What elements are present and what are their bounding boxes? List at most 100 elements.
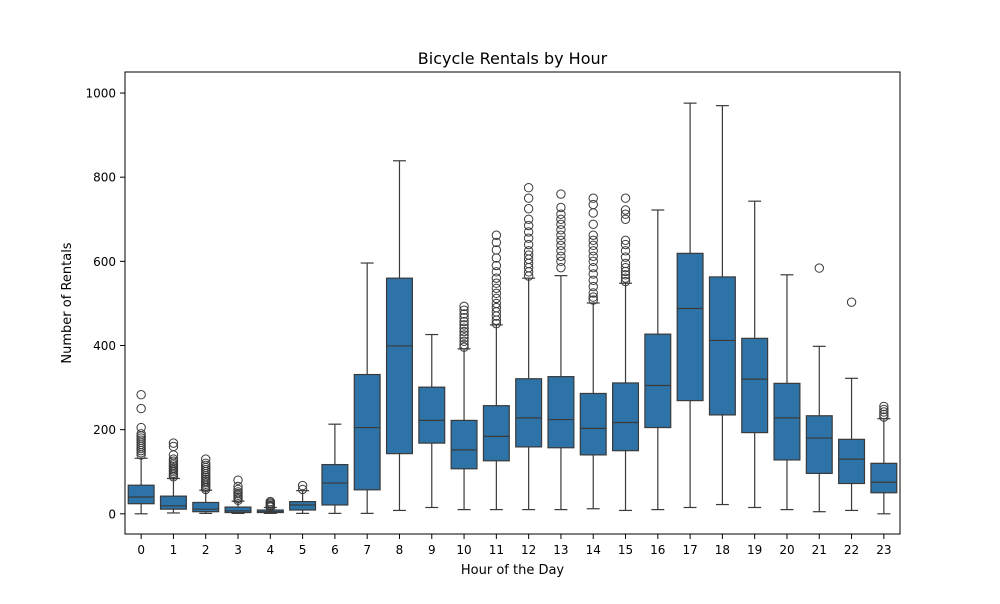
- x-tick-label: 3: [234, 543, 242, 557]
- outlier-point: [523, 193, 534, 203]
- outlier-point: [523, 239, 534, 250]
- outlier-point: [588, 256, 598, 267]
- iqr-box: [321, 463, 349, 506]
- box-group-hour-20: [773, 274, 801, 511]
- outlier-point: [491, 278, 502, 288]
- outlier-point: [556, 251, 566, 261]
- box-group-hour-13: [547, 189, 575, 511]
- outlier-point: [588, 281, 598, 292]
- box-group-hour-16: [644, 209, 672, 511]
- x-tick-label: 15: [618, 543, 633, 557]
- x-tick-label: 2: [202, 543, 210, 557]
- outlier-point: [168, 441, 179, 452]
- outlier-point: [459, 326, 469, 337]
- plot-area-frame: [124, 71, 901, 535]
- box-group-hour-0: [127, 390, 155, 515]
- iqr-box: [482, 405, 510, 462]
- outlier-point: [491, 237, 502, 248]
- outlier-point: [620, 205, 631, 215]
- outlier-point: [491, 230, 502, 240]
- iqr-box: [805, 415, 833, 475]
- outlier-point: [136, 429, 146, 439]
- iqr-box: [644, 333, 672, 429]
- box-group-hour-12: [515, 183, 543, 511]
- outlier-point: [620, 276, 631, 287]
- outlier-point: [620, 246, 631, 256]
- y-tick-label: 800: [93, 171, 116, 185]
- outlier-point: [588, 292, 598, 302]
- outlier-point: [588, 275, 598, 285]
- outlier-point: [523, 220, 534, 231]
- outlier-point: [556, 262, 566, 273]
- iqr-box: [870, 462, 898, 494]
- x-tick-label: 5: [299, 543, 307, 557]
- outlier-point: [297, 480, 308, 491]
- outlier-point: [588, 295, 598, 305]
- y-tick-label: 400: [93, 339, 116, 353]
- outlier-point: [620, 252, 631, 262]
- box-group-hour-6: [321, 423, 349, 514]
- outlier-point: [620, 239, 631, 250]
- outlier-point: [136, 403, 146, 414]
- outlier-point: [556, 256, 566, 267]
- outlier-point: [588, 269, 598, 279]
- outlier-point: [136, 390, 146, 400]
- outlier-point: [588, 193, 598, 203]
- outlier-point: [523, 246, 534, 256]
- outlier-point: [556, 209, 566, 219]
- x-tick-label: 21: [812, 543, 827, 557]
- y-tick-label: 600: [93, 255, 116, 269]
- iqr-box: [385, 277, 413, 455]
- outlier-point: [588, 288, 598, 298]
- box-group-hour-18: [708, 105, 736, 506]
- outlier-point: [136, 422, 146, 433]
- outlier-point: [459, 330, 469, 340]
- outlier-point: [556, 230, 566, 240]
- outlier-point: [588, 246, 598, 256]
- outlier-point: [556, 219, 566, 230]
- box-group-hour-14: [579, 193, 607, 510]
- outlier-point: [491, 302, 502, 313]
- box-group-hour-4: [256, 496, 284, 514]
- outlier-point: [814, 263, 824, 273]
- outlier-point: [459, 305, 469, 315]
- iqr-box: [159, 495, 187, 510]
- box-group-hour-21: [805, 263, 833, 513]
- outlier-point: [233, 481, 243, 492]
- x-tick-label: 18: [715, 543, 730, 557]
- outlier-point: [459, 323, 469, 333]
- outlier-point: [233, 475, 243, 485]
- outlier-point: [491, 298, 502, 309]
- outlier-point: [491, 267, 502, 277]
- iqr-box: [289, 501, 317, 511]
- outlier-point: [265, 496, 276, 507]
- outlier-point: [523, 204, 534, 214]
- x-tick-label: 6: [331, 543, 339, 557]
- outlier-point: [588, 262, 598, 273]
- box-group-hour-2: [192, 454, 220, 514]
- box-group-hour-5: [289, 480, 317, 514]
- outlier-point: [588, 219, 598, 230]
- outlier-point: [459, 320, 469, 330]
- outlier-point: [491, 288, 502, 299]
- box-group-hour-19: [741, 200, 769, 509]
- outlier-point: [297, 484, 308, 495]
- x-tick-label: 12: [521, 543, 536, 557]
- box-group-hour-3: [224, 475, 252, 514]
- outlier-point: [459, 339, 469, 350]
- iqr-box: [676, 252, 704, 402]
- outlier-point: [459, 301, 469, 312]
- x-axis-label: Hour of the Day: [461, 563, 565, 578]
- x-tick-label: 23: [876, 543, 891, 557]
- outlier-point: [168, 438, 179, 448]
- outlier-point: [620, 270, 631, 280]
- chart-title: Bicycle Rentals by Hour: [418, 49, 608, 68]
- outlier-point: [588, 251, 598, 261]
- iqr-box: [127, 484, 155, 505]
- iqr-box: [708, 276, 736, 416]
- outlier-point: [620, 235, 631, 246]
- outlier-point: [523, 183, 534, 193]
- outlier-point: [491, 293, 502, 304]
